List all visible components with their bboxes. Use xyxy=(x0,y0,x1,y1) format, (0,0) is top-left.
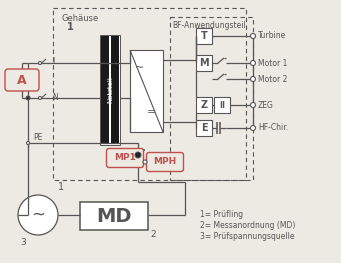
Text: 3: 3 xyxy=(20,238,26,247)
Text: Motor 2: Motor 2 xyxy=(258,74,287,83)
Text: Turbine: Turbine xyxy=(258,32,286,41)
Text: A: A xyxy=(17,73,27,87)
Text: II: II xyxy=(219,100,225,109)
Circle shape xyxy=(18,195,58,235)
Text: =: = xyxy=(147,107,157,117)
Bar xyxy=(196,97,212,113)
Bar xyxy=(196,55,212,71)
Text: N: N xyxy=(52,93,58,102)
Bar xyxy=(214,97,230,113)
Text: L: L xyxy=(52,58,56,67)
Circle shape xyxy=(143,160,147,164)
Text: 2: 2 xyxy=(150,230,155,239)
Text: 3= Prüfspannungsquelle: 3= Prüfspannungsquelle xyxy=(200,232,295,241)
Text: M: M xyxy=(199,58,209,68)
Text: MPH: MPH xyxy=(153,158,177,166)
Circle shape xyxy=(39,97,42,99)
Text: HF-Chir.: HF-Chir. xyxy=(258,124,288,133)
Circle shape xyxy=(39,62,42,64)
Text: ZEG: ZEG xyxy=(258,100,274,109)
Bar xyxy=(196,120,212,136)
Text: Z: Z xyxy=(201,100,208,110)
FancyBboxPatch shape xyxy=(5,69,39,91)
Text: PE: PE xyxy=(33,134,42,143)
Text: MP1: MP1 xyxy=(114,154,136,163)
Bar xyxy=(130,50,163,132)
Bar xyxy=(80,202,148,230)
Bar xyxy=(111,36,119,144)
Text: 1: 1 xyxy=(67,22,74,32)
Bar xyxy=(170,17,253,180)
Text: 1= Prüfling: 1= Prüfling xyxy=(200,210,243,219)
Bar xyxy=(53,8,246,180)
Circle shape xyxy=(27,141,30,144)
Circle shape xyxy=(251,60,255,65)
Text: 2= Messanordnung (MD): 2= Messanordnung (MD) xyxy=(200,221,295,230)
Text: BF-Anwendungsteil: BF-Anwendungsteil xyxy=(172,21,246,30)
Circle shape xyxy=(251,103,255,108)
FancyBboxPatch shape xyxy=(147,153,183,171)
Circle shape xyxy=(26,96,30,100)
Circle shape xyxy=(251,33,255,38)
Text: T: T xyxy=(201,31,207,41)
Bar xyxy=(101,36,109,144)
Text: ~: ~ xyxy=(31,206,45,224)
Circle shape xyxy=(135,152,141,158)
Text: ~: ~ xyxy=(134,63,144,73)
Text: E: E xyxy=(201,123,207,133)
Text: 1: 1 xyxy=(58,182,64,192)
Text: Gehäuse: Gehäuse xyxy=(61,14,98,23)
Text: Netzteil: Netzteil xyxy=(107,77,113,103)
Text: MD: MD xyxy=(96,206,132,225)
Circle shape xyxy=(251,77,255,82)
Bar xyxy=(196,28,212,44)
Text: Motor 1: Motor 1 xyxy=(258,58,287,68)
Bar xyxy=(100,35,120,145)
FancyBboxPatch shape xyxy=(106,149,144,168)
Circle shape xyxy=(251,125,255,130)
